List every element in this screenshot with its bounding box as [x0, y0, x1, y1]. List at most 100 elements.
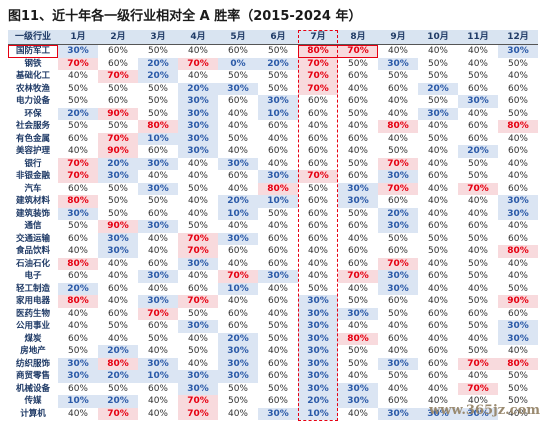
industry-name: 银行	[24, 158, 42, 169]
win-rate-cell: 50%	[467, 296, 488, 307]
column-header: 11月	[458, 30, 498, 45]
win-rate-cell: 50%	[267, 383, 288, 394]
win-rate-cell: 30%	[498, 44, 538, 58]
win-rate-cell: 60%	[307, 196, 328, 207]
win-rate-cell: 50%	[107, 383, 128, 394]
win-rate-cell: 30%	[498, 207, 538, 220]
table-row: 煤炭 60% 40% 50% 40% 20% 50% 30% 80% 60% 40% 40% 30%	[8, 332, 538, 345]
industry-name: 食品饮料	[15, 246, 50, 257]
win-rate-cell: 60%	[147, 208, 168, 219]
win-rate-cell: 30%	[218, 357, 258, 370]
win-rate-cell: 40%	[187, 158, 208, 169]
win-rate-cell: 60%	[107, 58, 128, 69]
win-rate-cell: 40%	[147, 246, 168, 257]
win-rate-cell: 40%	[427, 333, 448, 344]
win-rate-cell: 60%	[467, 83, 488, 94]
win-rate-cell: 40%	[347, 146, 368, 157]
win-rate-cell: 50%	[67, 121, 88, 132]
win-rate-cell: 60%	[307, 146, 328, 157]
win-rate-cell: 30%	[138, 270, 178, 283]
win-rate-cell: 30%	[58, 207, 98, 220]
win-rate-cell: 60%	[267, 396, 288, 407]
win-rate-cell: 50%	[467, 321, 488, 332]
win-rate-cell: 60%	[427, 171, 448, 182]
win-rate-cell: 50%	[387, 233, 408, 244]
win-rate-cell: 70%	[338, 270, 378, 283]
win-rate-cell: 40%	[227, 108, 248, 119]
win-rate-cell: 40%	[467, 108, 488, 119]
win-rate-cell: 50%	[67, 96, 88, 107]
win-rate-cell: 60%	[427, 308, 448, 319]
win-rate-cell: 70%	[458, 357, 498, 370]
win-rate-cell: 60%	[267, 233, 288, 244]
win-rate-cell: 40%	[347, 121, 368, 132]
win-rate-cell: 70%	[298, 70, 338, 83]
win-rate-cell: 50%	[507, 396, 528, 407]
win-rate-cell: 30%	[178, 320, 218, 333]
industry-name: 电子	[24, 271, 42, 282]
win-rate-cell: 40%	[67, 321, 88, 332]
win-rate-cell: 40%	[387, 108, 408, 119]
win-rate-cell: 30%	[218, 232, 258, 245]
industry-name: 医药生物	[15, 308, 50, 319]
win-rate-cell: 30%	[338, 307, 378, 320]
win-rate-cell: 40%	[467, 46, 488, 57]
win-rate-cell: 60%	[427, 358, 448, 369]
industry-name: 机械设备	[15, 383, 50, 394]
column-header: 一级行业	[8, 30, 58, 45]
win-rate-cell: 50%	[347, 208, 368, 219]
win-rate-cell: 50%	[267, 71, 288, 82]
win-rate-cell: 60%	[387, 246, 408, 257]
win-rate-cell: 30%	[498, 195, 538, 208]
column-header: 8月	[338, 30, 378, 45]
win-rate-cell: 30%	[458, 95, 498, 108]
win-rate-cell: 70%	[378, 157, 418, 170]
win-rate-cell: 60%	[467, 133, 488, 144]
win-rate-cell: 50%	[267, 321, 288, 332]
table-row: 医药生物 40% 60% 70% 50% 60% 40% 30% 30% 50% 60% 60% 60%	[8, 307, 538, 320]
win-rate-cell: 50%	[507, 58, 528, 69]
win-rate-cell: 80%	[498, 120, 538, 133]
win-rate-cell: 60%	[227, 46, 248, 57]
win-rate-cell: 50%	[307, 183, 328, 194]
industry-name: 交通运输	[15, 233, 50, 244]
win-rate-cell: 30%	[378, 220, 418, 233]
win-rate-cell: 30%	[98, 170, 138, 183]
industry-name: 美容护理	[15, 146, 50, 157]
industry-name: 房地产	[20, 346, 46, 357]
win-rate-cell: 10%	[138, 370, 178, 383]
win-rate-cell: 60%	[67, 183, 88, 194]
win-rate-cell: 30%	[218, 345, 258, 358]
win-rate-cell: 60%	[147, 321, 168, 332]
win-rate-cell: 30%	[378, 407, 418, 420]
win-rate-cell: 30%	[58, 357, 98, 370]
win-rate-cell: 60%	[267, 358, 288, 369]
column-header: 6月	[258, 30, 298, 45]
win-rate-cell: 50%	[427, 233, 448, 244]
win-rate-cell: 30%	[258, 270, 298, 283]
win-rate-cell: 30%	[298, 345, 338, 358]
win-rate-cell: 20%	[458, 145, 498, 158]
win-rate-cell: 60%	[67, 271, 88, 282]
table-row: 食品饮料 40% 30% 40% 70% 60% 60% 40% 60% 60% 50% 40% 80%	[8, 245, 538, 258]
win-rate-cell: 80%	[58, 295, 98, 308]
win-rate-cell: 30%	[58, 44, 98, 58]
column-header: 1月	[58, 30, 98, 45]
win-rate-cell: 20%	[218, 332, 258, 345]
win-rate-cell: 40%	[67, 146, 88, 157]
win-rate-cell: 50%	[347, 346, 368, 357]
win-rate-cell: 50%	[467, 346, 488, 357]
win-rate-cell: 40%	[107, 296, 128, 307]
win-rate-cell: 60%	[227, 246, 248, 257]
column-header: 3月	[138, 30, 178, 45]
win-rate-cell: 60%	[427, 346, 448, 357]
win-rate-cell: 60%	[387, 296, 408, 307]
win-rate-cell: 50%	[147, 108, 168, 119]
win-rate-cell: 60%	[227, 308, 248, 319]
win-rate-cell: 80%	[258, 182, 298, 195]
win-rate-cell: 50%	[427, 246, 448, 257]
win-rate-cell: 60%	[507, 308, 528, 319]
win-rate-cell: 20%	[138, 57, 178, 70]
win-rate-cell: 30%	[338, 382, 378, 395]
industry-name: 建筑材料	[15, 196, 50, 207]
